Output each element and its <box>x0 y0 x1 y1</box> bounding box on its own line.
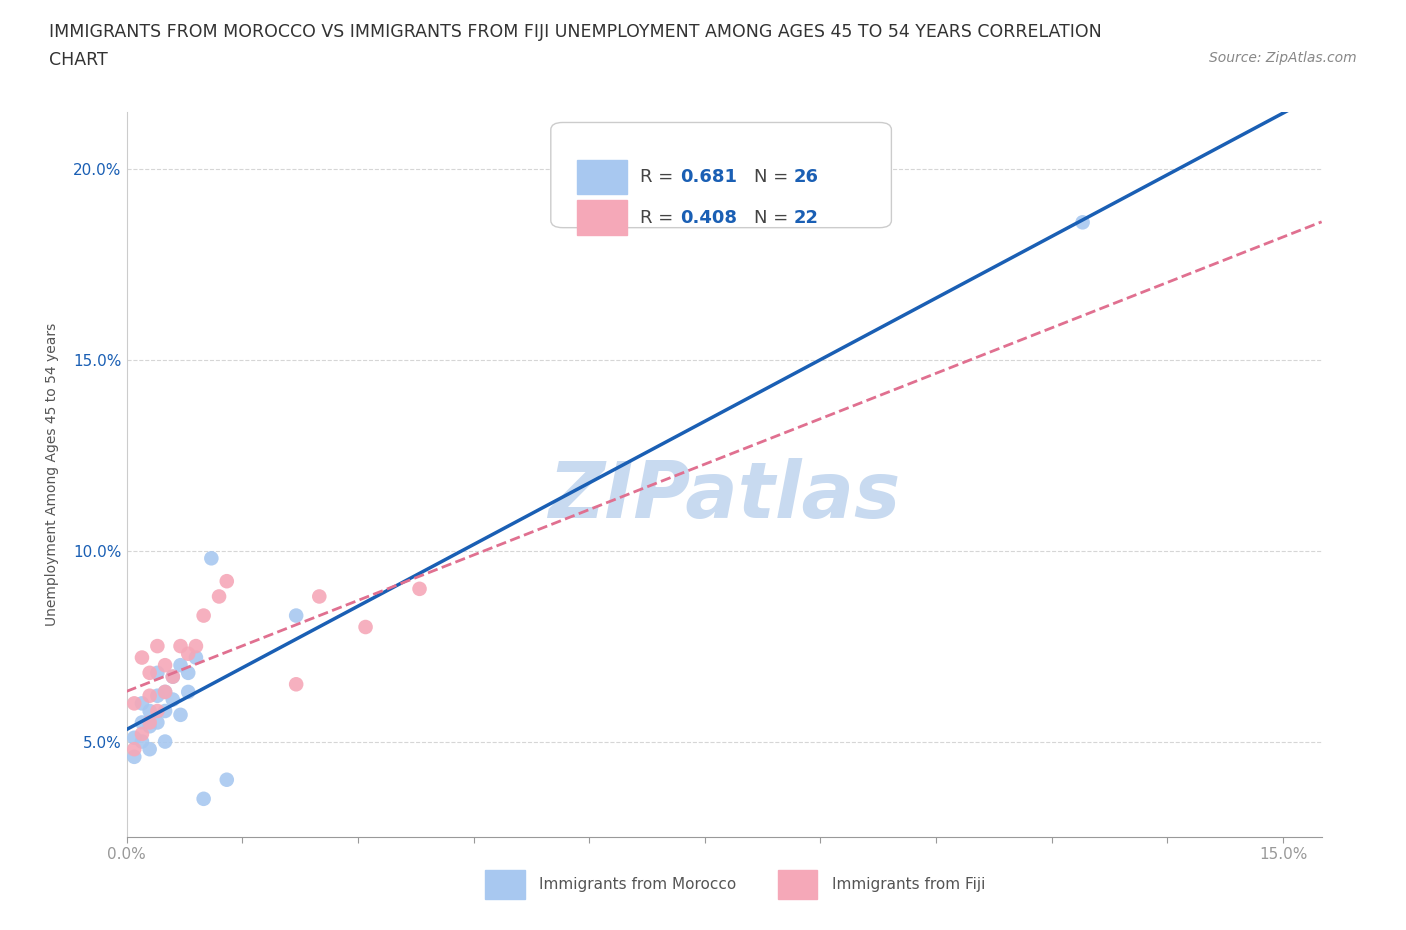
Point <box>131 734 153 749</box>
Point <box>131 715 153 730</box>
Point <box>285 677 308 692</box>
Text: R =: R = <box>640 168 679 186</box>
Point <box>169 658 191 672</box>
Text: 0.681: 0.681 <box>681 168 737 186</box>
Point <box>153 734 176 749</box>
Point <box>131 650 153 665</box>
Text: Immigrants from Fiji: Immigrants from Fiji <box>831 877 986 892</box>
FancyBboxPatch shape <box>778 870 817 898</box>
Point <box>138 704 160 719</box>
Point <box>153 684 176 699</box>
Text: N =: N = <box>754 208 794 227</box>
Text: ZIPatlas: ZIPatlas <box>548 458 900 534</box>
Point <box>354 619 377 634</box>
Point <box>308 589 330 604</box>
Point <box>138 688 160 703</box>
Text: 0.408: 0.408 <box>681 208 737 227</box>
Point <box>153 704 176 719</box>
Point <box>131 696 153 711</box>
Text: 26: 26 <box>793 168 818 186</box>
Point <box>208 589 231 604</box>
FancyBboxPatch shape <box>576 160 627 194</box>
Point <box>408 581 430 596</box>
Point <box>138 742 160 757</box>
Point <box>215 772 238 787</box>
Point <box>131 726 153 741</box>
Point <box>184 650 207 665</box>
Point <box>184 639 207 654</box>
Point <box>153 684 176 699</box>
Text: IMMIGRANTS FROM MOROCCO VS IMMIGRANTS FROM FIJI UNEMPLOYMENT AMONG AGES 45 TO 54: IMMIGRANTS FROM MOROCCO VS IMMIGRANTS FR… <box>49 23 1102 41</box>
Point <box>177 665 200 680</box>
Point <box>162 670 184 684</box>
Y-axis label: Unemployment Among Ages 45 to 54 years: Unemployment Among Ages 45 to 54 years <box>45 323 59 626</box>
Point <box>193 608 215 623</box>
Point <box>285 608 308 623</box>
Point <box>177 684 200 699</box>
Point <box>169 708 191 723</box>
Point <box>146 715 169 730</box>
Point <box>146 688 169 703</box>
Point <box>169 639 191 654</box>
FancyBboxPatch shape <box>485 870 524 898</box>
Point <box>177 646 200 661</box>
Point <box>146 639 169 654</box>
FancyBboxPatch shape <box>551 123 891 228</box>
Text: R =: R = <box>640 208 679 227</box>
Text: N =: N = <box>754 168 794 186</box>
Text: Immigrants from Morocco: Immigrants from Morocco <box>538 877 737 892</box>
Point <box>122 742 145 757</box>
Point <box>200 551 222 565</box>
Point <box>215 574 238 589</box>
Point <box>122 696 145 711</box>
Point <box>138 715 160 730</box>
Point <box>162 670 184 684</box>
Point <box>138 665 160 680</box>
Point <box>146 704 169 719</box>
Text: Source: ZipAtlas.com: Source: ZipAtlas.com <box>1209 51 1357 65</box>
Point <box>122 730 145 745</box>
Text: 22: 22 <box>793 208 818 227</box>
Point <box>162 692 184 707</box>
Point <box>193 791 215 806</box>
FancyBboxPatch shape <box>576 200 627 235</box>
Point <box>146 665 169 680</box>
Point <box>153 658 176 672</box>
Point <box>122 750 145 764</box>
Text: CHART: CHART <box>49 51 108 69</box>
Point <box>1071 215 1094 230</box>
Point <box>138 719 160 734</box>
